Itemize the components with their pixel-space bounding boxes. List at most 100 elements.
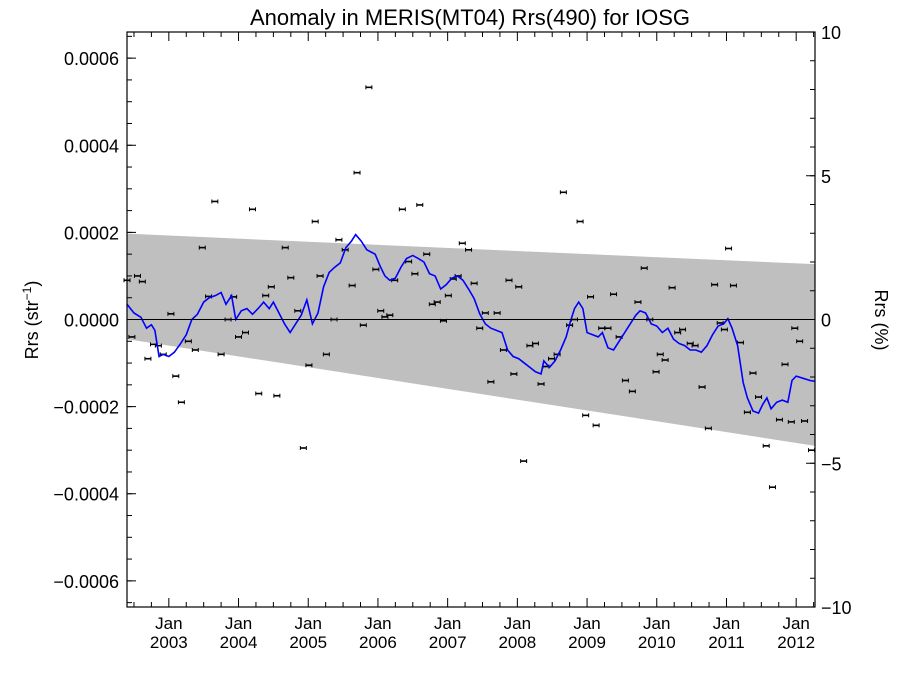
data-point <box>353 170 361 175</box>
data-point <box>592 423 600 428</box>
data-point <box>386 313 394 318</box>
data-point <box>172 374 180 379</box>
data-point <box>725 246 733 251</box>
data-point <box>801 418 809 423</box>
data-point <box>698 385 706 390</box>
data-point <box>311 219 319 224</box>
data-point <box>273 393 281 398</box>
data-point <box>299 446 307 451</box>
data-point <box>217 352 225 357</box>
x-tick-year-label: 2011 <box>708 633 745 652</box>
y-left-tick-label: −0.0002 <box>53 398 119 418</box>
y-left-tick-label: 0.0000 <box>64 311 119 331</box>
data-point <box>729 283 737 288</box>
x-tick-year-label: 2005 <box>289 633 327 652</box>
y-right-tick-label: −10 <box>821 598 852 618</box>
data-point <box>668 285 676 290</box>
data-point <box>576 219 584 224</box>
data-point <box>628 389 636 394</box>
y-right-tick-label: 10 <box>821 23 841 43</box>
data-point <box>481 310 489 315</box>
data-point <box>531 341 539 346</box>
data-point <box>487 379 495 384</box>
x-tick-month-label: Jan <box>643 614 670 633</box>
data-point <box>808 448 816 453</box>
x-tick-year-label: 2004 <box>220 633 258 652</box>
data-point <box>359 323 367 328</box>
data-point <box>493 310 501 315</box>
data-point <box>198 245 206 250</box>
data-point <box>768 485 776 490</box>
data-point <box>470 281 478 286</box>
data-point <box>587 294 595 299</box>
data-point <box>248 207 256 212</box>
data-point <box>365 85 373 90</box>
x-tick-month-label: Jan <box>713 614 740 633</box>
y-right-tick-label: −5 <box>821 454 842 474</box>
x-tick-year-label: 2003 <box>150 633 188 652</box>
y-right-tick-label: 5 <box>821 167 831 187</box>
data-point <box>133 273 141 278</box>
data-point <box>791 326 799 331</box>
data-point <box>305 363 313 368</box>
data-point <box>255 391 263 396</box>
data-point <box>548 356 556 361</box>
x-tick-month-label: Jan <box>155 614 182 633</box>
x-tick-year-label: 2006 <box>359 633 397 652</box>
y-left-tick-label: −0.0004 <box>53 485 119 505</box>
data-point <box>416 202 424 207</box>
data-point <box>294 308 302 313</box>
data-point <box>686 341 694 346</box>
data-point <box>720 327 728 332</box>
x-tick-year-label: 2007 <box>429 633 467 652</box>
data-point <box>335 237 343 242</box>
x-tick-year-label: 2008 <box>498 633 536 652</box>
data-point <box>510 371 518 376</box>
x-tick-year-label: 2009 <box>568 633 606 652</box>
chart-title: Anomaly in MERIS(MT04) Rrs(490) for IOSG <box>250 5 690 30</box>
data-point <box>787 419 795 424</box>
data-point <box>621 378 629 383</box>
data-point <box>610 292 618 297</box>
data-point <box>679 327 687 332</box>
data-point <box>711 282 719 287</box>
data-point <box>762 443 770 448</box>
data-point <box>559 190 567 195</box>
data-point <box>781 362 789 367</box>
data-point <box>755 395 763 400</box>
data-point <box>411 271 419 276</box>
data-point <box>177 400 185 405</box>
data-point <box>235 334 243 339</box>
data-point <box>191 347 199 352</box>
x-tick-month-label: Jan <box>782 614 809 633</box>
data-point <box>656 352 664 357</box>
data-point <box>242 330 250 335</box>
y-axis-left-label: Rrs (str−1) <box>20 281 42 360</box>
uncertainty-band <box>127 233 815 446</box>
x-tick-month-label: Jan <box>364 614 391 633</box>
x-tick-month-label: Jan <box>295 614 322 633</box>
data-point <box>515 284 523 289</box>
data-point <box>674 330 682 335</box>
x-tick-month-label: Jan <box>504 614 531 633</box>
data-point <box>520 459 528 464</box>
data-point <box>398 207 406 212</box>
y-left-tick-label: 0.0004 <box>64 136 119 156</box>
data-point <box>749 371 757 376</box>
y-left-tick-label: 0.0006 <box>64 49 119 69</box>
data-point <box>458 241 466 246</box>
data-point <box>316 273 324 278</box>
data-point <box>796 339 804 344</box>
data-point <box>287 275 295 280</box>
y-left-tick-label: −0.0006 <box>53 572 119 592</box>
data-point <box>604 326 612 331</box>
data-point <box>348 283 356 288</box>
data-point <box>211 199 219 204</box>
data-point <box>128 334 136 339</box>
data-point <box>428 302 436 307</box>
data-point <box>652 369 660 374</box>
data-point <box>281 245 289 250</box>
data-point <box>433 300 441 305</box>
data-point <box>184 339 192 344</box>
